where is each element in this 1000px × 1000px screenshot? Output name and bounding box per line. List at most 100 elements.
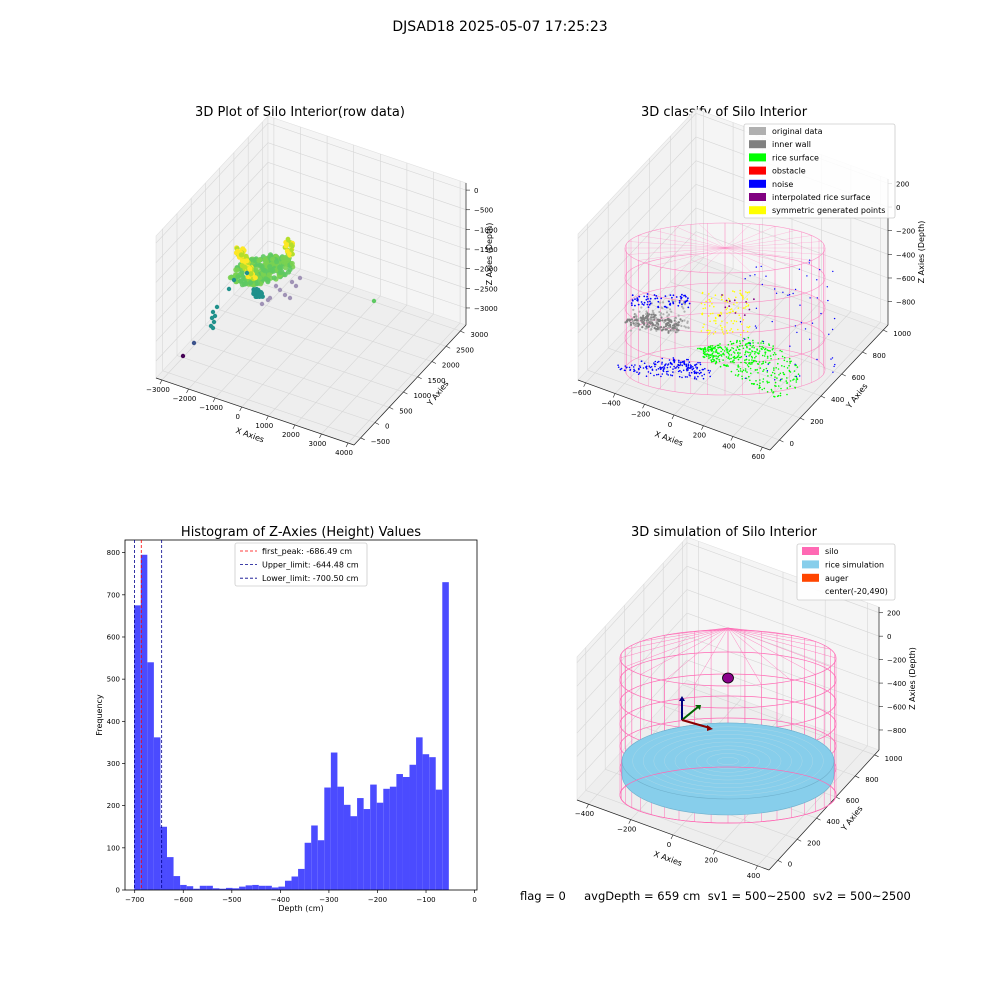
plot2-rice-point bbox=[719, 343, 721, 345]
plot2-noise-point bbox=[695, 372, 698, 375]
plot2-rice-point bbox=[771, 348, 774, 351]
plot1-gridline-x bbox=[188, 127, 301, 390]
plot2-original-point bbox=[663, 321, 666, 324]
plot1-point bbox=[239, 269, 245, 275]
plot2-noise-point bbox=[671, 296, 673, 299]
plot4-silo-spoke bbox=[727, 627, 792, 636]
plot1-z-tick-label: −1000 bbox=[474, 226, 498, 234]
plot2-x-tick bbox=[671, 414, 675, 420]
plot2-symmetric-point bbox=[742, 295, 744, 297]
plot2-noise-point bbox=[643, 301, 646, 304]
plot1-z-tick-label: 0 bbox=[474, 187, 478, 195]
plot2-rice-point bbox=[780, 387, 782, 390]
plot2-noise-point bbox=[686, 299, 689, 302]
plot2-noise-point bbox=[646, 295, 648, 298]
plot2-noise-point bbox=[808, 262, 810, 264]
plot2-rice-point bbox=[714, 347, 716, 350]
plot4-silo-spoke bbox=[694, 627, 729, 685]
plot2-rice-point bbox=[725, 356, 728, 358]
plot2-noise-point bbox=[637, 368, 640, 370]
plot2-noise-point bbox=[649, 300, 651, 303]
plot2-symmetric-point bbox=[715, 320, 717, 322]
plot4-z-tick-label: 0 bbox=[887, 633, 891, 641]
plot1-y-tick bbox=[389, 407, 394, 410]
plot4-z-tick-label: −600 bbox=[887, 704, 906, 712]
plot2-noise-point bbox=[671, 363, 673, 366]
plot1-gridline-x bbox=[214, 136, 328, 399]
plot2-noise-point bbox=[683, 360, 685, 362]
plot2-z-axis-label: Z Axies (Depth) bbox=[917, 221, 926, 284]
plot2-noise-point bbox=[666, 366, 669, 369]
plot2-wall-point bbox=[660, 316, 663, 319]
plot2-rice-point bbox=[713, 358, 715, 361]
plot2-noise-point bbox=[745, 355, 748, 358]
plot2-rice-point bbox=[749, 344, 752, 347]
plot2-rice-point bbox=[764, 351, 767, 354]
plot2-original-point bbox=[650, 319, 654, 322]
plot2-noise-point bbox=[661, 373, 664, 375]
plot2-noise-point bbox=[762, 340, 765, 343]
plot2-rice-point bbox=[772, 345, 774, 347]
histogram-bar bbox=[402, 776, 410, 890]
plot2-noise-point bbox=[767, 363, 769, 365]
plot2-silo-spoke bbox=[724, 226, 776, 249]
plot4-x-tick bbox=[670, 834, 674, 840]
plot2-silo-ring bbox=[624, 312, 826, 364]
plot2-rice-point bbox=[778, 374, 780, 376]
plot2-symmetric-point bbox=[727, 297, 730, 300]
plot2-rice-point bbox=[748, 355, 750, 357]
plot2-rice-point bbox=[761, 345, 763, 348]
plot1-x-tick-label: 2000 bbox=[282, 431, 300, 439]
histogram-bar bbox=[167, 857, 174, 890]
plot2-noise-point bbox=[654, 297, 657, 300]
plot2-rice-point bbox=[728, 358, 731, 360]
plot2-symmetric-point bbox=[709, 312, 712, 315]
plot2-x-tick-label: −200 bbox=[631, 410, 650, 418]
plot2-rice-point bbox=[777, 358, 780, 360]
plot4-y-tick-label: 200 bbox=[807, 839, 820, 847]
plot2-original-point bbox=[667, 326, 670, 329]
plot2-symmetric-point bbox=[707, 329, 709, 332]
plot2-noise-point bbox=[630, 302, 633, 304]
histogram-x-tick-label: −700 bbox=[125, 896, 144, 904]
plot2-rice-point bbox=[733, 361, 735, 364]
plot4-x-tick-label: 200 bbox=[705, 856, 718, 864]
plot2-noise-point bbox=[661, 357, 663, 360]
plot2-x-tick-label: 400 bbox=[722, 442, 735, 450]
plot2-noise-point bbox=[694, 376, 696, 378]
plot2-symmetric-point bbox=[726, 332, 729, 335]
plot2-symmetric-point bbox=[747, 304, 750, 306]
plot2-silo-spoke bbox=[638, 247, 726, 261]
plot2-noise-point bbox=[649, 297, 652, 300]
histogram-x-tick-label: −400 bbox=[271, 896, 290, 904]
plot2-symmetric-point bbox=[719, 324, 722, 327]
plot2-x-tick bbox=[730, 436, 734, 441]
plot2-original-point bbox=[652, 311, 655, 314]
plot1-point bbox=[210, 325, 216, 331]
plot2-gridline-z bbox=[577, 231, 889, 357]
plot2-original-point bbox=[645, 310, 648, 313]
plot2-silo-spoke bbox=[674, 226, 726, 249]
plot2-rice-point bbox=[756, 348, 758, 350]
plot2-noise-point bbox=[708, 372, 711, 374]
histogram-y-axis-label: Frequency bbox=[95, 694, 104, 736]
plot2-noise-point bbox=[655, 295, 658, 297]
plot2-noise-point bbox=[643, 295, 646, 298]
plot2-symmetric-point bbox=[740, 293, 742, 295]
plot2-rice-point bbox=[729, 361, 732, 363]
plot2-rice-point bbox=[777, 362, 779, 365]
plot2-rice-point bbox=[745, 362, 747, 365]
histogram-y-tick-label: 500 bbox=[107, 676, 120, 684]
histogram-bar bbox=[153, 737, 161, 890]
plot1-point bbox=[281, 259, 287, 265]
plot2-rice-point bbox=[779, 349, 781, 352]
plot2-noise-point bbox=[650, 366, 653, 368]
plot2-rice-point bbox=[795, 381, 798, 383]
plot2-noise-point bbox=[646, 367, 648, 370]
plot2-rice-point bbox=[697, 347, 699, 350]
plot2-noise-point bbox=[685, 368, 688, 371]
plot2-rice-point bbox=[748, 362, 750, 365]
plot2-rice-point bbox=[744, 368, 747, 370]
plot2-noise-point bbox=[672, 357, 675, 359]
plot2-rice-point bbox=[731, 347, 733, 349]
